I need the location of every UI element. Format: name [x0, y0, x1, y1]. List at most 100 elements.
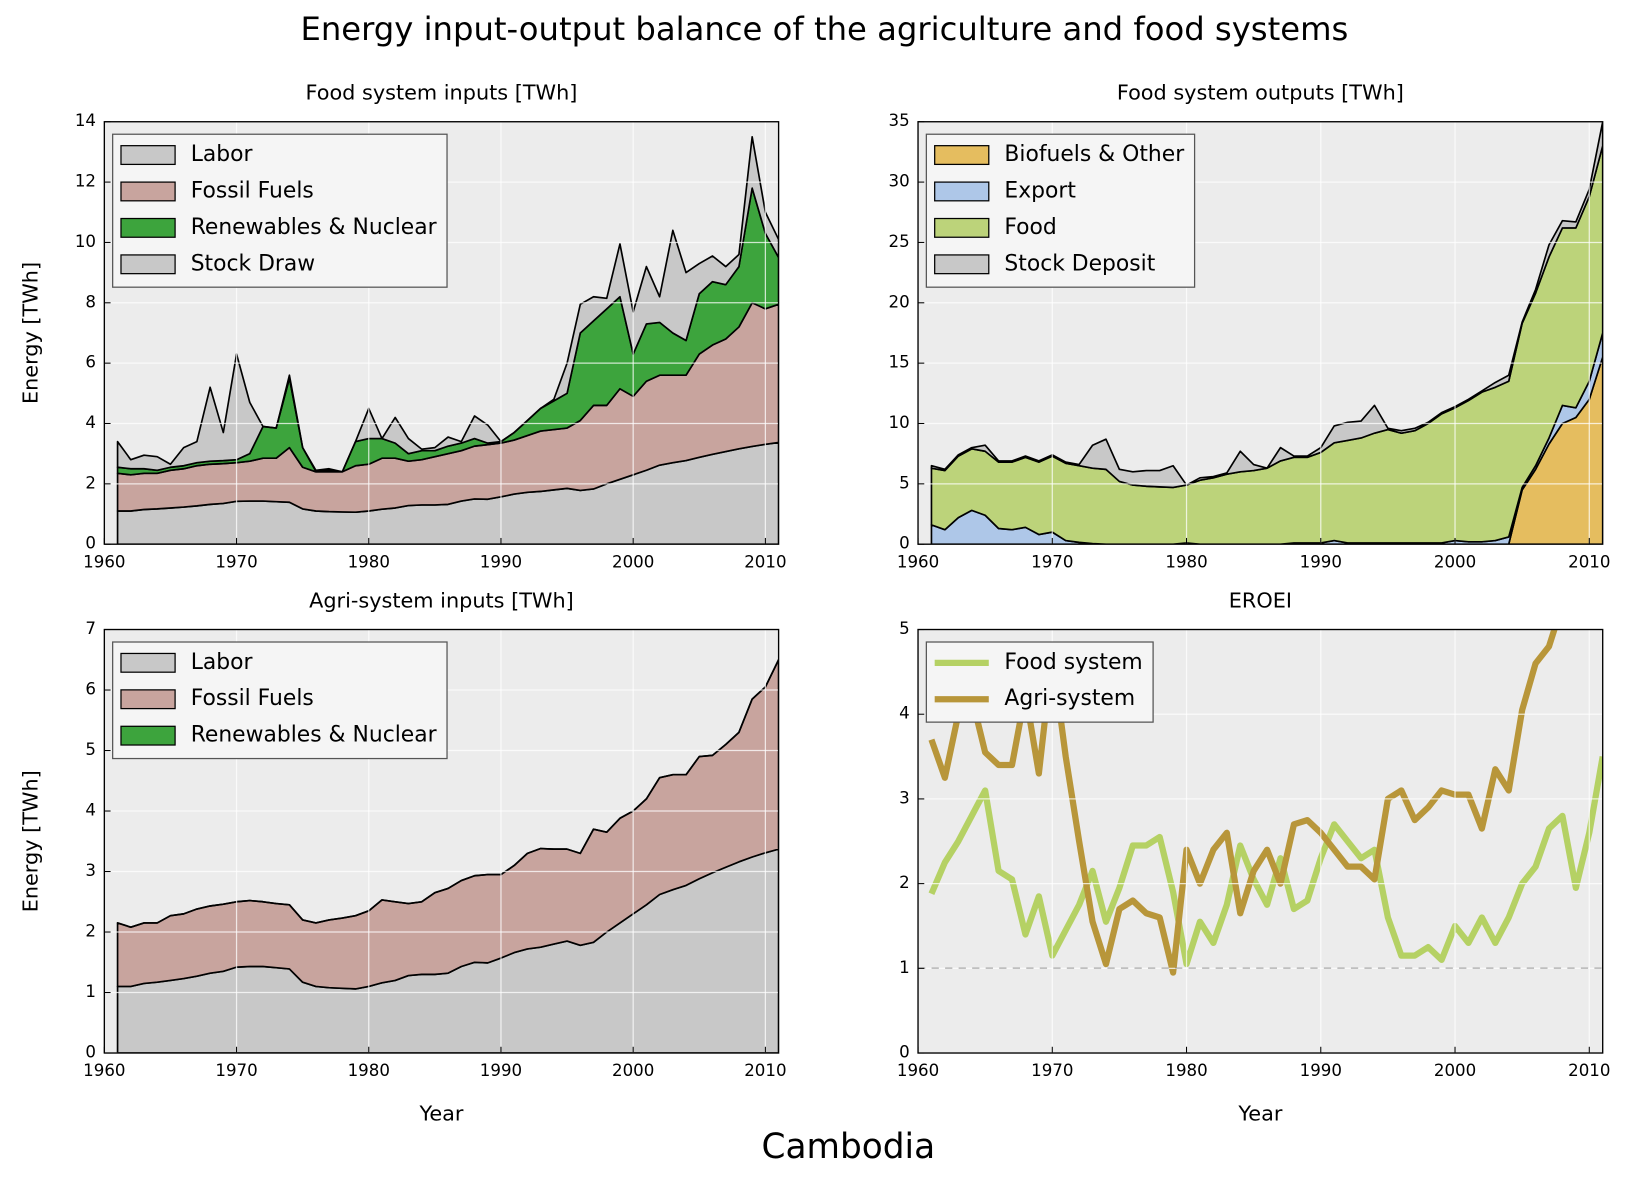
y-tick-label: 2 [899, 873, 910, 892]
y-tick-label: 4 [85, 801, 96, 820]
axes-frame [103, 121, 780, 545]
plot-area [928, 629, 1603, 976]
legend-label: Fossil Fuels [191, 178, 314, 203]
x-axis-label: Year [1237, 1101, 1282, 1125]
subplot-title: EROEI [1229, 588, 1292, 612]
x-tick-label: 1960 [897, 1061, 939, 1080]
y-tick-label: 5 [899, 473, 910, 492]
y-axis-label: Energy [TWh] [19, 262, 43, 404]
y-tick-label: 1 [899, 958, 910, 977]
axes-frame [917, 121, 1604, 545]
x-tick-label: 1960 [897, 552, 939, 571]
x-tick-label: 2010 [744, 552, 786, 571]
area [116, 658, 779, 929]
x-tick-label: 2000 [1434, 1061, 1476, 1080]
legend-swatch [120, 254, 176, 275]
plot-area [116, 135, 779, 545]
legend-box [925, 641, 1154, 723]
legend-swatch [934, 145, 990, 166]
y-tick-label: 4 [899, 704, 910, 723]
x-tick-label: 1970 [1031, 1061, 1073, 1080]
y-tick-label: 6 [85, 680, 96, 699]
legend-swatch [120, 725, 176, 746]
legend-label: Labor [191, 142, 253, 167]
y-tick-label: 5 [85, 740, 96, 759]
y-tick-label: 35 [889, 111, 910, 130]
y-tick-label: 7 [85, 619, 96, 638]
x-tick-label: 1970 [215, 1061, 257, 1080]
legend-swatch [120, 689, 176, 710]
plot-area [930, 121, 1603, 545]
area [930, 356, 1603, 545]
x-tick-label: 2010 [1568, 552, 1610, 571]
x-tick-label: 2010 [744, 1061, 786, 1080]
legend-swatch [120, 145, 176, 166]
legend-label: Food system [1004, 650, 1142, 675]
legend: Labor Fossil Fuels Renewables & Nuclear Sto… [112, 133, 448, 288]
y-tick-label: 15 [889, 353, 910, 372]
y-tick-label: 5 [899, 619, 910, 638]
line [928, 629, 1558, 976]
y-tick-label: 3 [85, 861, 96, 880]
x-tick-label: 1970 [215, 552, 257, 571]
legend-label: Agri-system [1004, 686, 1135, 711]
plot-area [116, 658, 779, 1054]
x-tick-label: 1990 [1300, 1061, 1342, 1080]
y-tick-label: 12 [75, 172, 96, 191]
y-tick-label: 1 [85, 982, 96, 1001]
x-tick-label: 1960 [83, 1061, 125, 1080]
x-tick-label: 2000 [1434, 552, 1476, 571]
legend-label: Renewables & Nuclear [191, 215, 437, 240]
legend-label: Stock Deposit [1004, 251, 1155, 276]
legend-label: Food [1004, 215, 1056, 240]
y-tick-label: 14 [75, 111, 96, 130]
x-tick-label: 2000 [612, 1061, 654, 1080]
subplot-title: Food system outputs [TWh] [1117, 81, 1404, 105]
y-tick-label: 0 [85, 1043, 96, 1062]
axes-frame [103, 628, 780, 1054]
legend-label: Renewables & Nuclear [191, 723, 437, 748]
area [930, 121, 1603, 489]
y-tick-label: 2 [85, 473, 96, 492]
x-tick-label: 1970 [1031, 552, 1073, 571]
y-tick-label: 10 [889, 413, 910, 432]
legend: Labor Fossil Fuels Renewables & Nuclear [112, 641, 448, 760]
y-tick-label: 20 [889, 292, 910, 311]
y-tick-label: 0 [899, 1043, 910, 1062]
x-tick-label: 1990 [1300, 552, 1342, 571]
legend-label: Stock Draw [191, 251, 315, 276]
legend-label: Export [1004, 178, 1076, 203]
x-tick-label: 2010 [1568, 1061, 1610, 1080]
legend-swatch [934, 254, 990, 275]
legend-swatch [934, 181, 990, 202]
y-tick-label: 2 [85, 922, 96, 941]
legend-label: Biofuels & Other [1004, 142, 1184, 167]
y-tick-label: 6 [85, 353, 96, 372]
legend-label: Fossil Fuels [191, 686, 314, 711]
y-tick-label: 30 [889, 172, 910, 191]
y-tick-label: 0 [85, 534, 96, 553]
x-tick-label: 1990 [480, 552, 522, 571]
legend-swatch [934, 217, 990, 238]
subplot-title: Agri-system inputs [TWh] [309, 588, 574, 612]
y-axis-label: Energy [TWh] [19, 770, 43, 912]
x-tick-label: 2000 [612, 552, 654, 571]
x-tick-label: 1980 [1165, 552, 1207, 571]
x-tick-label: 1990 [480, 1061, 522, 1080]
legend-label: Labor [191, 650, 253, 675]
y-tick-label: 10 [75, 232, 96, 251]
x-axis-label: Year [418, 1101, 463, 1125]
y-tick-label: 4 [85, 413, 96, 432]
line [928, 756, 1603, 968]
x-tick-label: 1980 [1165, 1061, 1207, 1080]
area [116, 135, 779, 473]
legend-swatch [120, 217, 176, 238]
legend-swatch [120, 181, 176, 202]
x-tick-label: 1980 [348, 1061, 390, 1080]
legend-swatch [120, 652, 176, 673]
y-tick-label: 0 [899, 534, 910, 553]
y-tick-label: 25 [889, 232, 910, 251]
y-tick-label: 8 [85, 292, 96, 311]
x-tick-label: 1960 [83, 552, 125, 571]
